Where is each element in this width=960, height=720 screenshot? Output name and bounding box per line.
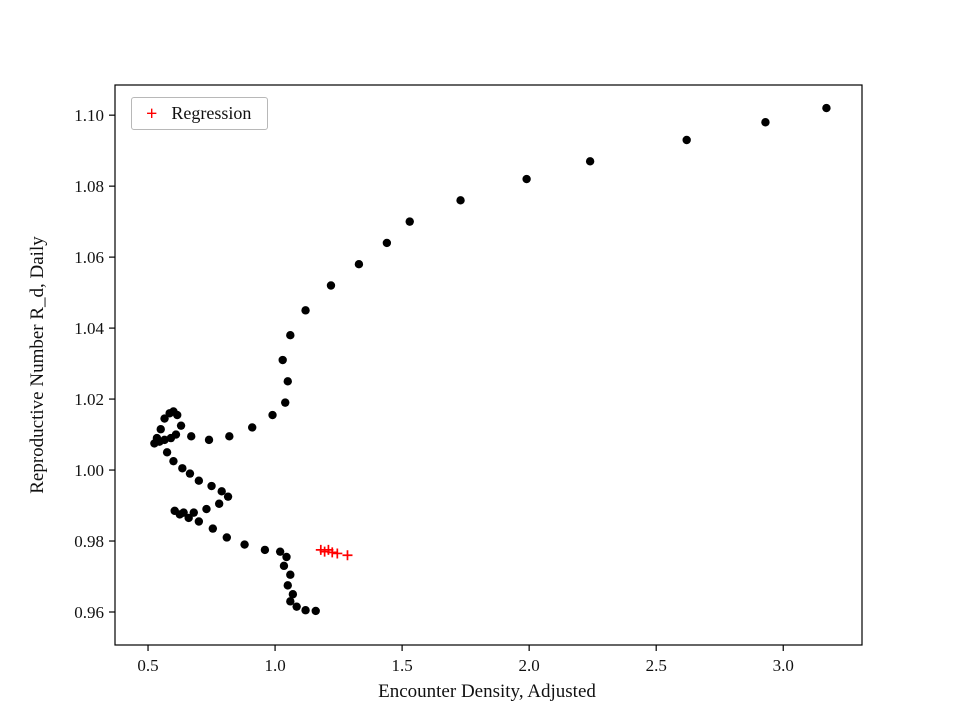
- data-point: [176, 421, 186, 430]
- data-point: [283, 581, 292, 590]
- data-point: [184, 513, 193, 523]
- data-point: [382, 238, 392, 248]
- data-point: [682, 135, 691, 145]
- x-tick-label: 2.5: [646, 656, 667, 675]
- data-point: [585, 157, 595, 166]
- regression-point: [327, 547, 338, 558]
- regression-point: [332, 548, 343, 559]
- data-point: [204, 435, 214, 445]
- data-point: [286, 330, 295, 340]
- data-point: [283, 377, 292, 386]
- x-tick-label: 0.5: [137, 656, 158, 675]
- data-point: [282, 552, 291, 562]
- data-point: [175, 510, 184, 519]
- data-point: [288, 590, 298, 599]
- data-point: [207, 481, 216, 491]
- data-point: [301, 306, 310, 315]
- y-axis-label: Reproductive Number R_d, Daily: [27, 236, 48, 494]
- data-point: [240, 540, 249, 549]
- data-point: [326, 281, 336, 290]
- data-point: [822, 103, 831, 113]
- y-tick-label: 0.98: [74, 532, 104, 551]
- data-point: [275, 547, 285, 556]
- data-point: [194, 476, 204, 485]
- data-point: [208, 524, 218, 533]
- data-point: [761, 118, 770, 127]
- y-tick-label: 1.02: [74, 390, 104, 409]
- data-point: [260, 545, 270, 555]
- data-point: [202, 504, 211, 514]
- data-point: [223, 492, 233, 501]
- data-point: [268, 410, 277, 420]
- data-point: [160, 414, 169, 423]
- x-axis-label: Encounter Density, Adjusted: [378, 681, 596, 702]
- data-point: [165, 409, 174, 418]
- y-tick-label: 1.04: [74, 319, 104, 338]
- data-point: [301, 606, 310, 615]
- data-point: [160, 435, 169, 445]
- data-point: [222, 533, 231, 542]
- x-tick-label: 1.5: [391, 656, 412, 675]
- data-point: [522, 174, 531, 184]
- data-point: [217, 487, 226, 496]
- data-point: [156, 425, 165, 434]
- data-point: [248, 423, 257, 432]
- data-point: [405, 217, 414, 226]
- axes-frame: [114, 84, 863, 646]
- data-point: [279, 561, 289, 571]
- data-point: [178, 464, 187, 473]
- data-point: [286, 570, 295, 579]
- x-tick-label: 1.0: [264, 656, 285, 675]
- data-point: [456, 196, 465, 205]
- data-point: [189, 508, 198, 517]
- y-tick-label: 1.10: [74, 106, 104, 125]
- data-point: [194, 517, 204, 526]
- data-point: [354, 260, 364, 269]
- x-tick-label: 3.0: [773, 656, 794, 675]
- data-point: [185, 469, 195, 478]
- regression-point: [342, 550, 353, 561]
- data-point: [162, 448, 172, 457]
- data-point: [225, 432, 234, 441]
- y-tick-label: 1.00: [74, 461, 104, 480]
- data-point: [311, 606, 320, 616]
- data-point: [171, 430, 181, 439]
- data-point: [214, 499, 224, 508]
- y-tick-label: 1.06: [74, 248, 104, 267]
- data-point: [292, 602, 301, 611]
- legend-label: Regression: [171, 103, 252, 123]
- data-point: [187, 432, 196, 441]
- data-point: [278, 355, 287, 365]
- data-point: [281, 398, 290, 407]
- x-tick-label: 2.0: [519, 656, 540, 675]
- data-point: [169, 456, 178, 466]
- regression-marker-icon: +: [146, 102, 158, 125]
- y-tick-label: 0.96: [74, 603, 104, 622]
- y-tick-label: 1.08: [74, 177, 104, 196]
- legend: + Regression: [131, 97, 269, 130]
- data-point: [286, 597, 295, 606]
